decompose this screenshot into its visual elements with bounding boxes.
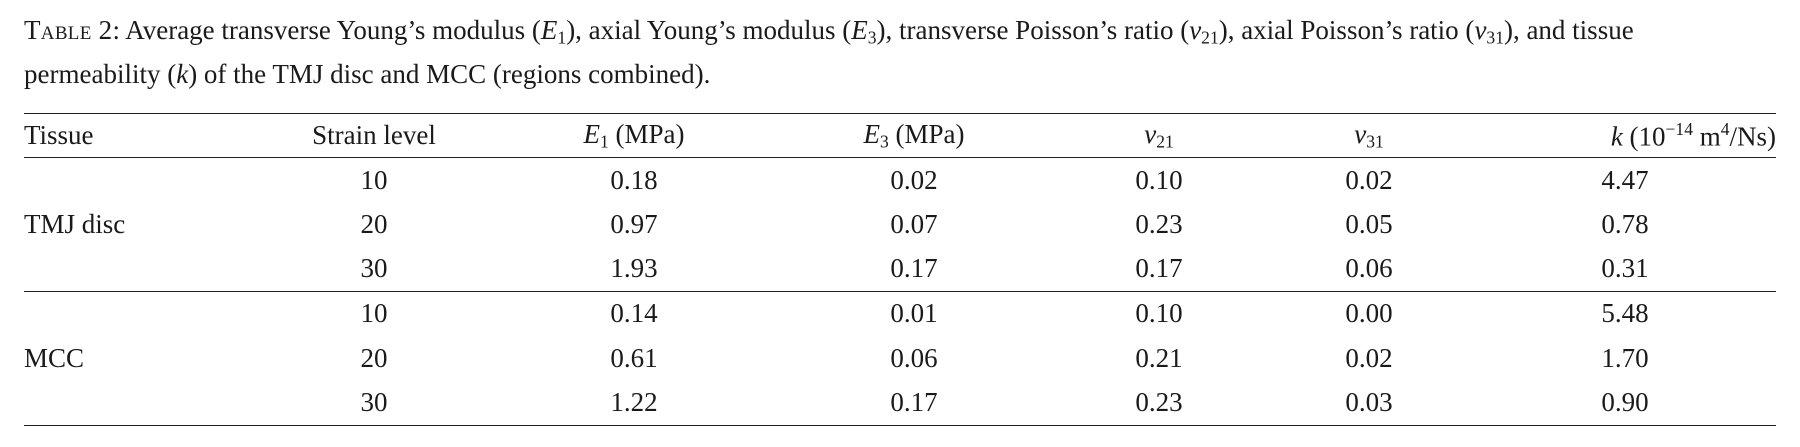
caption-separator: : — [112, 15, 126, 45]
data-table: Tissue Strain level E1 (MPa) E3 (MPa) ν2… — [24, 113, 1776, 426]
header-superscript: −14 — [1665, 118, 1693, 139]
col-header-nu21: ν21 — [1054, 114, 1264, 158]
e3-cell: 0.17 — [890, 253, 938, 284]
strain-cell: 10 — [360, 164, 388, 195]
strain-cell: 20 — [360, 342, 388, 373]
caption-subscript: 21 — [1201, 27, 1219, 48]
caption-text: ), transverse Poisson’s ratio ( — [876, 15, 1190, 45]
nu21-cell: 0.17 — [1135, 253, 1183, 284]
header-symbol: ν — [1144, 118, 1157, 149]
caption-text: Average transverse Young’s modulus ( — [125, 15, 541, 45]
caption-symbol-k: k — [176, 59, 189, 90]
col-header-k: k (10−14 m4/Ns) — [1474, 114, 1776, 158]
caption-text: ), axial Poisson’s ratio ( — [1218, 15, 1475, 45]
strain-cell: 20 — [360, 208, 388, 239]
e1-cell: 0.61 — [610, 342, 658, 373]
header-subscript: 3 — [879, 131, 889, 152]
k-cell: 5.48 — [1601, 298, 1649, 329]
header-unit: /Ns) — [1729, 121, 1777, 152]
tissue-cell: MCC — [24, 291, 254, 426]
nu31-cell: 0.02 — [1345, 342, 1393, 373]
caption-symbol-e3: E — [851, 15, 868, 45]
caption-subscript: 31 — [1486, 27, 1504, 48]
header-symbol: ν — [1354, 118, 1367, 149]
table-row: 30 1.93 0.17 0.17 0.06 0.31 — [24, 247, 1776, 292]
strain-cell: 30 — [360, 387, 388, 418]
k-cell: 1.70 — [1601, 342, 1649, 373]
e3-cell: 0.06 — [890, 342, 938, 373]
table-row: 20 0.97 0.07 0.23 0.05 0.78 — [24, 202, 1776, 247]
header-superscript: 4 — [1720, 118, 1730, 139]
header-unit: m — [1692, 121, 1721, 152]
table-label: Table 2 — [24, 15, 113, 45]
col-header-e1: E1 (MPa) — [494, 114, 774, 158]
nu31-cell: 0.00 — [1345, 298, 1393, 329]
table-row: TMJ disc 10 0.18 0.02 0.10 0.02 4.47 — [24, 158, 1776, 239]
nu31-cell: 0.05 — [1345, 208, 1393, 239]
e1-cell: 0.97 — [610, 208, 658, 239]
nu21-cell: 0.10 — [1135, 164, 1183, 195]
e3-cell: 0.17 — [890, 387, 938, 418]
header-symbol: E — [863, 118, 880, 149]
e3-cell: 0.02 — [890, 164, 938, 195]
strain-cell: 30 — [360, 253, 388, 284]
caption-symbol-nu31: ν — [1474, 15, 1487, 45]
header-unit: (10 — [1622, 121, 1666, 152]
caption-text: ), axial Young’s modulus ( — [566, 15, 852, 45]
caption-symbol-nu21: ν — [1189, 15, 1202, 45]
header-subscript: 1 — [599, 131, 609, 152]
header-subscript: 21 — [1156, 131, 1174, 152]
header-unit: (MPa) — [888, 118, 965, 149]
e1-cell: 0.18 — [610, 164, 658, 195]
col-header-strain-level: Strain level — [312, 120, 436, 150]
tissue-cell: TMJ disc — [24, 208, 126, 239]
header-subscript: 31 — [1366, 131, 1384, 152]
nu31-cell: 0.06 — [1345, 253, 1393, 284]
table-caption: Table 2: Average transverse Young’s modu… — [24, 12, 1776, 93]
nu21-cell: 0.23 — [1135, 387, 1183, 418]
e3-cell: 0.01 — [890, 298, 938, 329]
col-header-e3: E3 (MPa) — [774, 114, 1054, 158]
col-header-tissue: Tissue — [24, 120, 94, 150]
strain-cell: 10 — [360, 298, 388, 329]
e1-cell: 0.14 — [610, 298, 658, 329]
nu21-cell: 0.10 — [1135, 298, 1183, 329]
caption-text: ) of the TMJ disc and MCC (regions combi… — [188, 59, 711, 90]
table-header-row: Tissue Strain level E1 (MPa) E3 (MPa) ν2… — [24, 113, 1776, 158]
header-unit: (MPa) — [608, 118, 685, 149]
nu21-cell: 0.21 — [1135, 342, 1183, 373]
header-symbol: k — [1610, 121, 1623, 152]
e3-cell: 0.07 — [890, 208, 938, 239]
nu31-cell: 0.02 — [1345, 164, 1393, 195]
k-cell: 0.78 — [1601, 208, 1649, 239]
caption-text: ), and tissue permeability ( — [24, 15, 1634, 90]
header-symbol: E — [583, 118, 600, 149]
k-cell: 0.90 — [1601, 387, 1649, 418]
caption-subscript: 3 — [867, 27, 877, 48]
table-row: 30 1.22 0.17 0.23 0.03 0.90 — [24, 380, 1776, 426]
nu31-cell: 0.03 — [1345, 387, 1393, 418]
e1-cell: 1.93 — [610, 253, 658, 284]
k-cell: 4.47 — [1601, 164, 1649, 195]
e1-cell: 1.22 — [610, 387, 658, 418]
nu21-cell: 0.23 — [1135, 208, 1183, 239]
col-header-nu31: ν31 — [1264, 114, 1474, 158]
table-row: MCC 10 0.14 0.01 0.10 0.00 5.48 — [24, 291, 1776, 426]
caption-subscript: 1 — [557, 27, 567, 48]
k-cell: 0.31 — [1601, 253, 1649, 284]
table-row: 20 0.61 0.06 0.21 0.02 1.70 — [24, 336, 1776, 381]
caption-symbol-e1: E — [540, 15, 558, 45]
